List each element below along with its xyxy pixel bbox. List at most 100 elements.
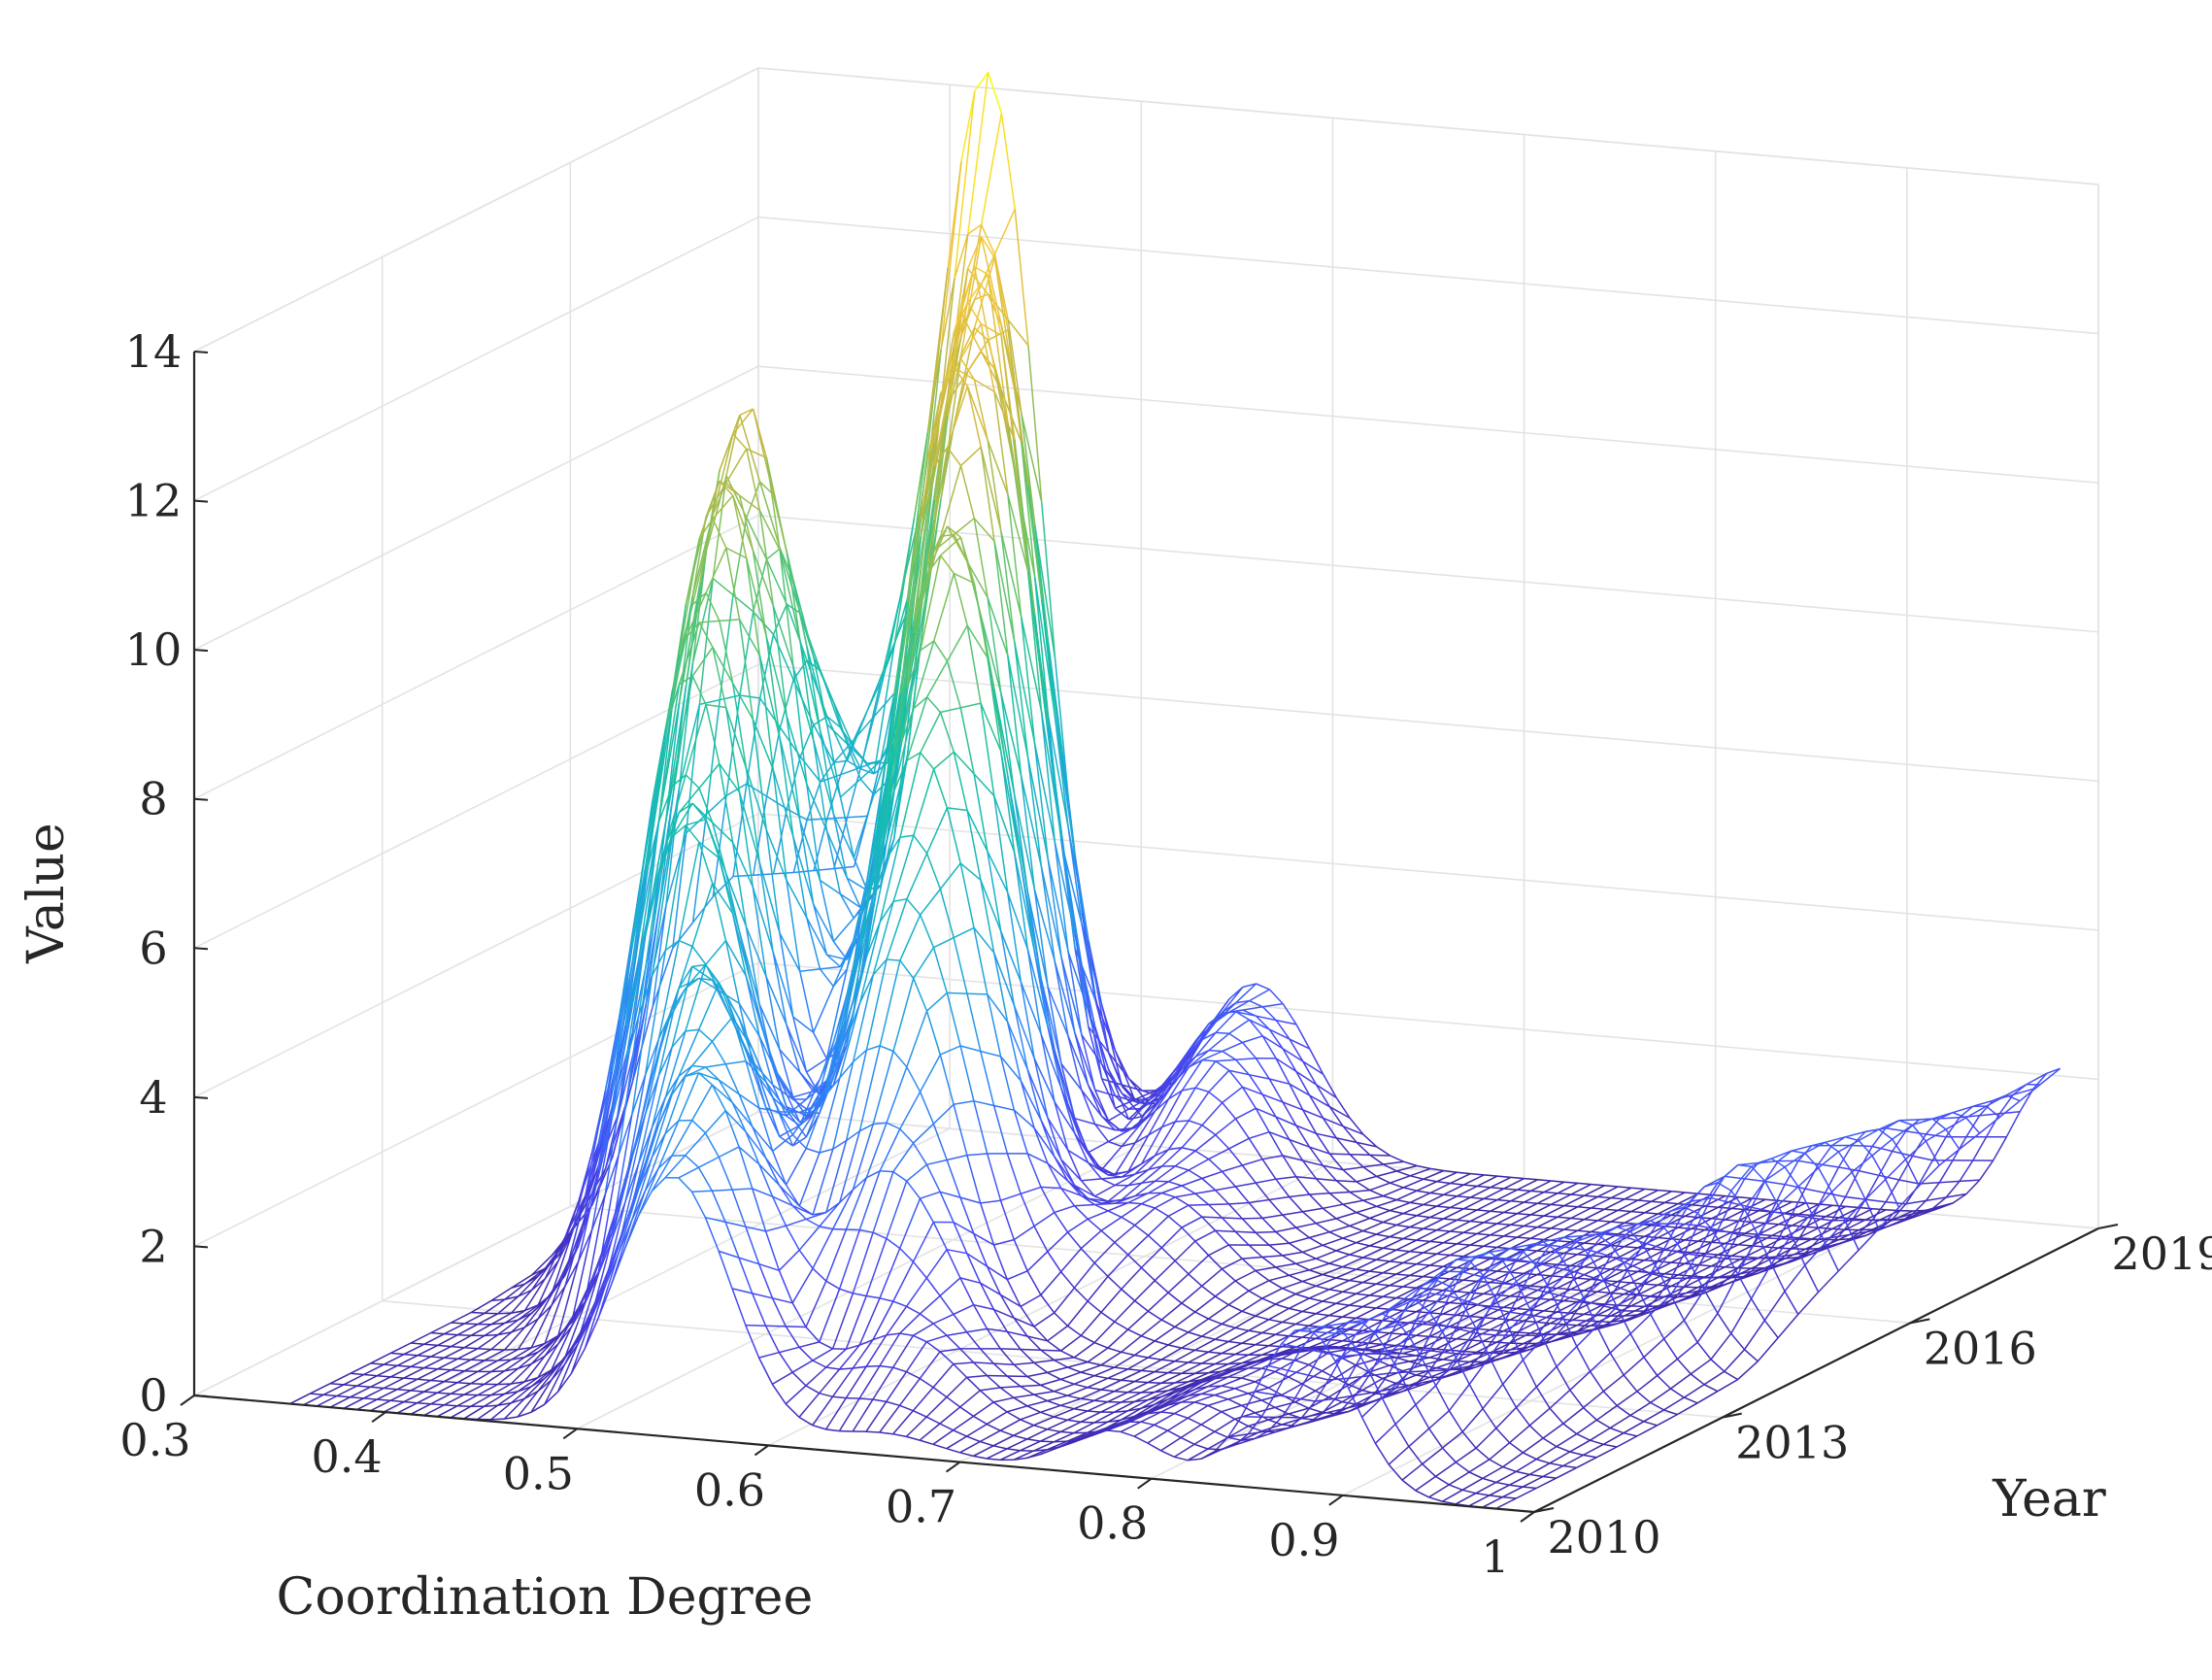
mesh-line-x: [1390, 1284, 1403, 1288]
mesh-line-x: [1469, 1315, 1484, 1319]
mesh-line-x: [1295, 1125, 1311, 1148]
mesh-line-y: [1744, 1198, 1766, 1211]
mesh-line-y: [1556, 1466, 1577, 1479]
mesh-line-y: [1316, 1218, 1337, 1225]
mesh-line-y: [791, 1106, 814, 1135]
mesh-line-x: [1362, 1257, 1377, 1260]
mesh-line-x: [993, 541, 1009, 655]
mesh-line-y: [798, 1341, 820, 1349]
mesh-line-y: [671, 966, 693, 1048]
mesh-line-y: [1523, 1286, 1544, 1293]
mesh-line-y: [1463, 1174, 1485, 1186]
mesh-line-x: [1241, 1404, 1256, 1414]
mesh-line-y: [1167, 1381, 1189, 1392]
mesh-line-x: [912, 1260, 927, 1279]
mesh-line-x: [1328, 1153, 1344, 1171]
mesh-line-y: [1428, 1285, 1451, 1313]
mesh-line-y: [1584, 1185, 1605, 1196]
mesh-line-x: [1710, 1359, 1726, 1372]
mesh-line-x: [1349, 1328, 1363, 1332]
mesh-line-y: [980, 447, 1002, 532]
mesh-line-y: [1107, 1410, 1128, 1423]
mesh-line-y: [1126, 1413, 1149, 1423]
mesh-line-x: [577, 1229, 593, 1262]
mesh-line-x: [1148, 1357, 1162, 1361]
mesh-line-x: [1556, 1319, 1571, 1335]
mesh-line-x: [1851, 1198, 1866, 1222]
mesh-line-y: [966, 1153, 988, 1157]
mesh-line-x: [1731, 1207, 1746, 1211]
mesh-line-x: [1356, 1211, 1370, 1220]
mesh-line-x: [1797, 1186, 1813, 1214]
mesh-line-y: [840, 766, 861, 776]
mesh-line-y: [537, 1260, 559, 1306]
mesh-line-x: [1591, 1183, 1605, 1187]
mesh-line-x: [792, 836, 808, 918]
mesh-line-x: [1121, 1351, 1135, 1357]
mesh-line-x: [1770, 1263, 1786, 1293]
mesh-line-x: [1248, 1019, 1263, 1037]
mesh-line-x: [1201, 1177, 1217, 1192]
mesh-line-x: [444, 1380, 458, 1384]
mesh-line-y: [1502, 1251, 1524, 1262]
mesh-line-y: [691, 578, 714, 663]
mesh-line-x: [832, 702, 849, 745]
mesh-line-y: [571, 1204, 593, 1231]
mesh-line-y: [745, 975, 767, 1042]
mesh-line-x: [1383, 1271, 1397, 1275]
mesh-line-y: [1067, 1149, 1089, 1163]
mesh-line-y: [1066, 1300, 1089, 1327]
mesh-line-y: [1167, 1331, 1190, 1346]
mesh-line-x: [866, 681, 882, 711]
mesh-line-y: [1792, 1238, 1813, 1250]
mesh-line-y: [1047, 858, 1069, 953]
mesh-line-y: [939, 465, 962, 537]
mesh-line-y: [1495, 1331, 1518, 1343]
mesh-line-x: [973, 1100, 989, 1155]
mesh-line-y: [939, 1045, 961, 1056]
mesh-line-y: [1188, 1023, 1210, 1054]
mesh-line-x: [932, 1123, 948, 1160]
mesh-line-x: [1691, 1275, 1705, 1278]
mesh-line-x: [1081, 1180, 1095, 1197]
mesh-line-x: [738, 495, 754, 552]
mesh-line-x: [954, 302, 969, 332]
mesh-line-y: [1657, 1358, 1678, 1377]
mesh-line-y: [1081, 1034, 1103, 1065]
mesh-line-x: [1495, 1311, 1511, 1336]
mesh-line-x: [698, 518, 714, 540]
mesh-line-x: [350, 1395, 364, 1399]
mesh-line-x: [879, 900, 894, 923]
mesh-line-x: [1208, 1091, 1223, 1104]
mesh-line-x: [1858, 1140, 1873, 1157]
mesh-line-y: [1435, 1372, 1457, 1381]
mesh-line-x: [2005, 1111, 2021, 1138]
mesh-line-x: [832, 1045, 848, 1087]
mesh-line-x: [1074, 1357, 1089, 1363]
mesh-line-x: [1007, 494, 1022, 618]
mesh-line-x: [892, 1170, 908, 1182]
mesh-line-x: [1289, 1274, 1303, 1283]
mesh-line-y: [1394, 1299, 1417, 1321]
mesh-line-x: [1470, 1172, 1485, 1176]
mesh-line-x: [1744, 1162, 1760, 1180]
mesh-line-x: [1394, 1319, 1410, 1337]
mesh-line-y: [1415, 1385, 1437, 1406]
mesh-line-y: [477, 1383, 498, 1396]
mesh-line-y: [1134, 1155, 1156, 1175]
mesh-line-y: [1390, 1175, 1411, 1184]
mesh-line-x: [1663, 1294, 1679, 1306]
mesh-line-x: [1503, 1235, 1518, 1238]
mesh-line-x: [1121, 1288, 1136, 1302]
mesh-line-y: [1415, 1279, 1437, 1301]
mesh-line-y: [1495, 1406, 1518, 1429]
mesh-line-y: [1241, 1399, 1262, 1407]
mesh-line-y: [1898, 1179, 1920, 1185]
mesh-line-y: [919, 1351, 941, 1380]
mesh-line-y: [584, 1194, 606, 1302]
mesh-line-y: [1329, 1106, 1351, 1120]
mesh-line-x: [1671, 1191, 1686, 1193]
mesh-line-y: [724, 940, 747, 977]
mesh-line-y: [1376, 1170, 1397, 1178]
mesh-line-y: [1710, 1190, 1732, 1229]
